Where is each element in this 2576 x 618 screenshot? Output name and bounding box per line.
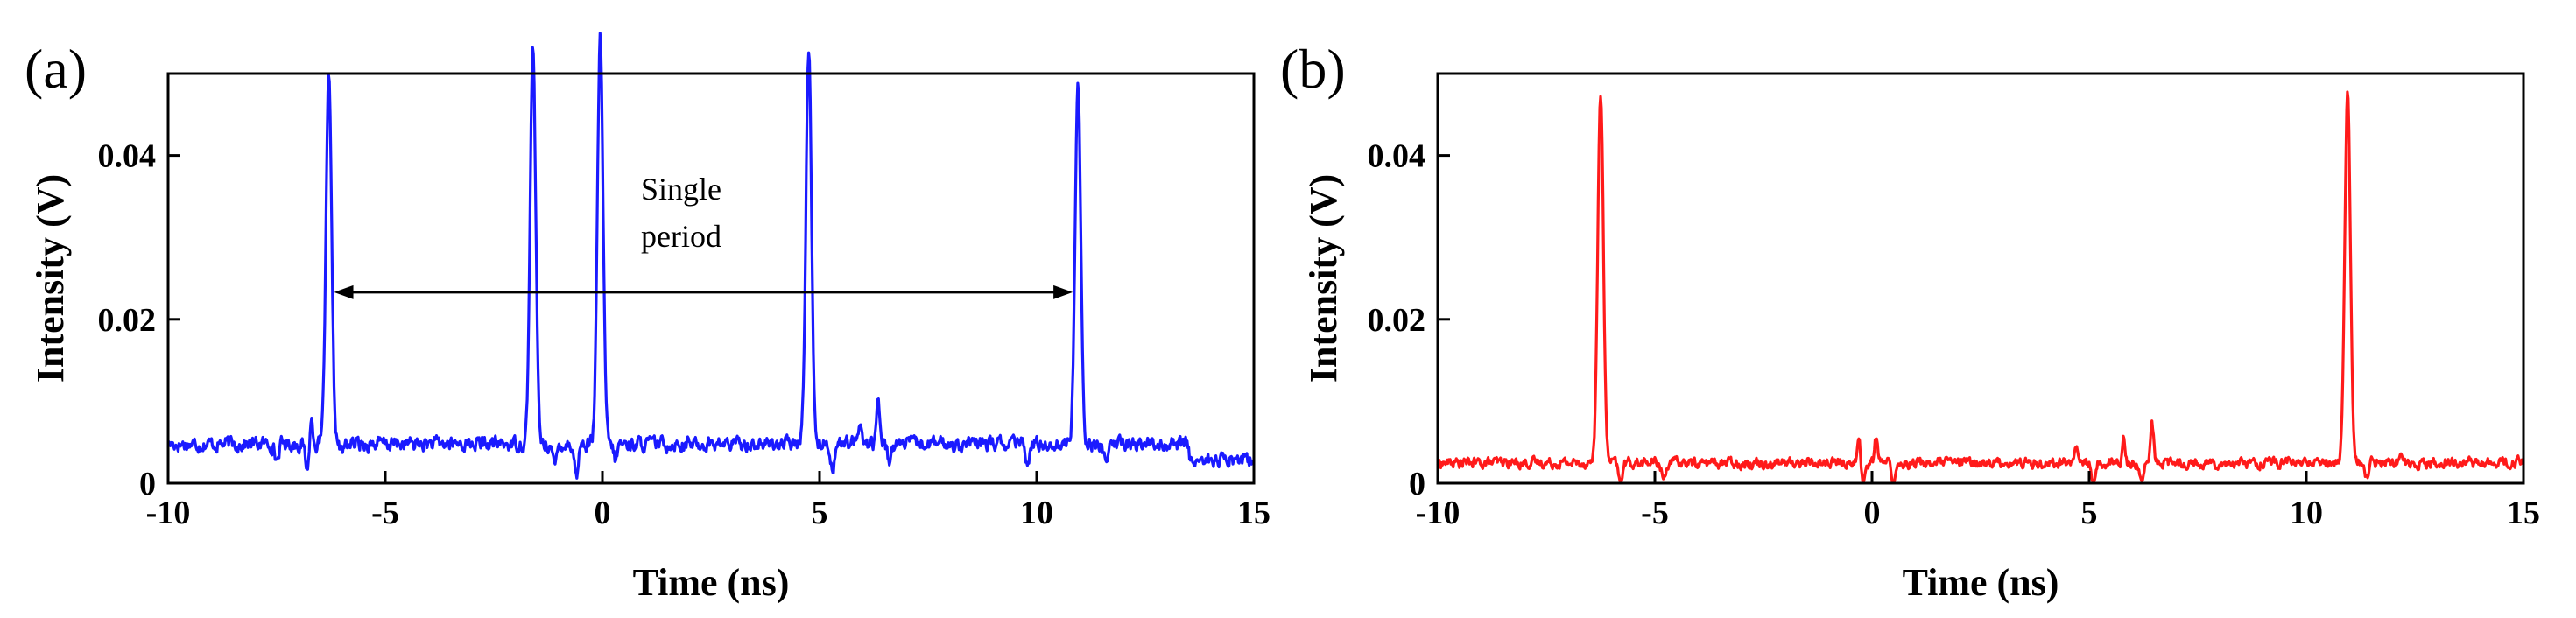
y-tick-label: 0.02: [1368, 302, 1426, 339]
panel-b-y-axis-label: Intensity (V): [1302, 174, 1345, 383]
y-tick-label: 0: [1409, 466, 1425, 502]
panel-a-plot-area: [166, 32, 1256, 480]
x-tick-label: -10: [146, 495, 191, 531]
x-tick-label: 0: [1864, 495, 1881, 531]
panel-a-y-axis-label: Intensity (V): [29, 174, 72, 383]
panel-b-axes-frame: [1436, 72, 2525, 485]
series-line: [1436, 90, 2525, 484]
panel-b-x-axis-label: Time (ns): [1903, 561, 2059, 604]
x-tick-label: 0: [595, 495, 611, 531]
series-line: [166, 32, 1256, 480]
x-tick-label: -5: [1641, 495, 1669, 531]
panel-a-axes-frame: [166, 72, 1256, 485]
annotation-text-line2: period: [641, 219, 721, 254]
x-tick-label: 5: [2081, 495, 2098, 531]
x-tick-label: -5: [371, 495, 399, 531]
x-tick-label: 10: [1020, 495, 1053, 531]
y-tick-label: 0.04: [1368, 138, 1426, 175]
x-tick-label: 5: [812, 495, 828, 531]
y-tick-label: 0: [139, 466, 156, 502]
panel-a-label: (a): [25, 38, 87, 100]
period-arrow-head-right: [1053, 284, 1073, 299]
period-arrow-head-left: [334, 284, 354, 299]
annotation-text-line1: Single: [641, 172, 721, 207]
panel-a: (a) Single period -10 -5 0 5 10 15 0 0.02 0.04 T…: [25, 32, 1271, 604]
y-tick-label: 0.02: [98, 302, 157, 339]
panel-a-ticks: -10 -5 0 5 10 15 0 0.02 0.04: [98, 138, 1271, 531]
panel-a-annotation: Single period: [334, 172, 1073, 299]
panel-b-label: (b): [1280, 38, 1346, 100]
panel-b-ticks: -10 -5 0 5 10 15 0 0.02 0.04: [1368, 138, 2541, 531]
panel-b-plot-area: [1436, 90, 2525, 484]
y-tick-label: 0.04: [98, 138, 157, 175]
x-tick-label: 15: [1237, 495, 1270, 531]
panel-a-x-axis-label: Time (ns): [633, 561, 790, 604]
x-tick-label: 10: [2290, 495, 2323, 531]
x-tick-label: -10: [1416, 495, 1460, 531]
panel-b: (b) -10 -5 0 5 10 15 0 0.02 0.04 Time (ns) Inten…: [1280, 38, 2540, 604]
x-tick-label: 15: [2507, 495, 2540, 531]
